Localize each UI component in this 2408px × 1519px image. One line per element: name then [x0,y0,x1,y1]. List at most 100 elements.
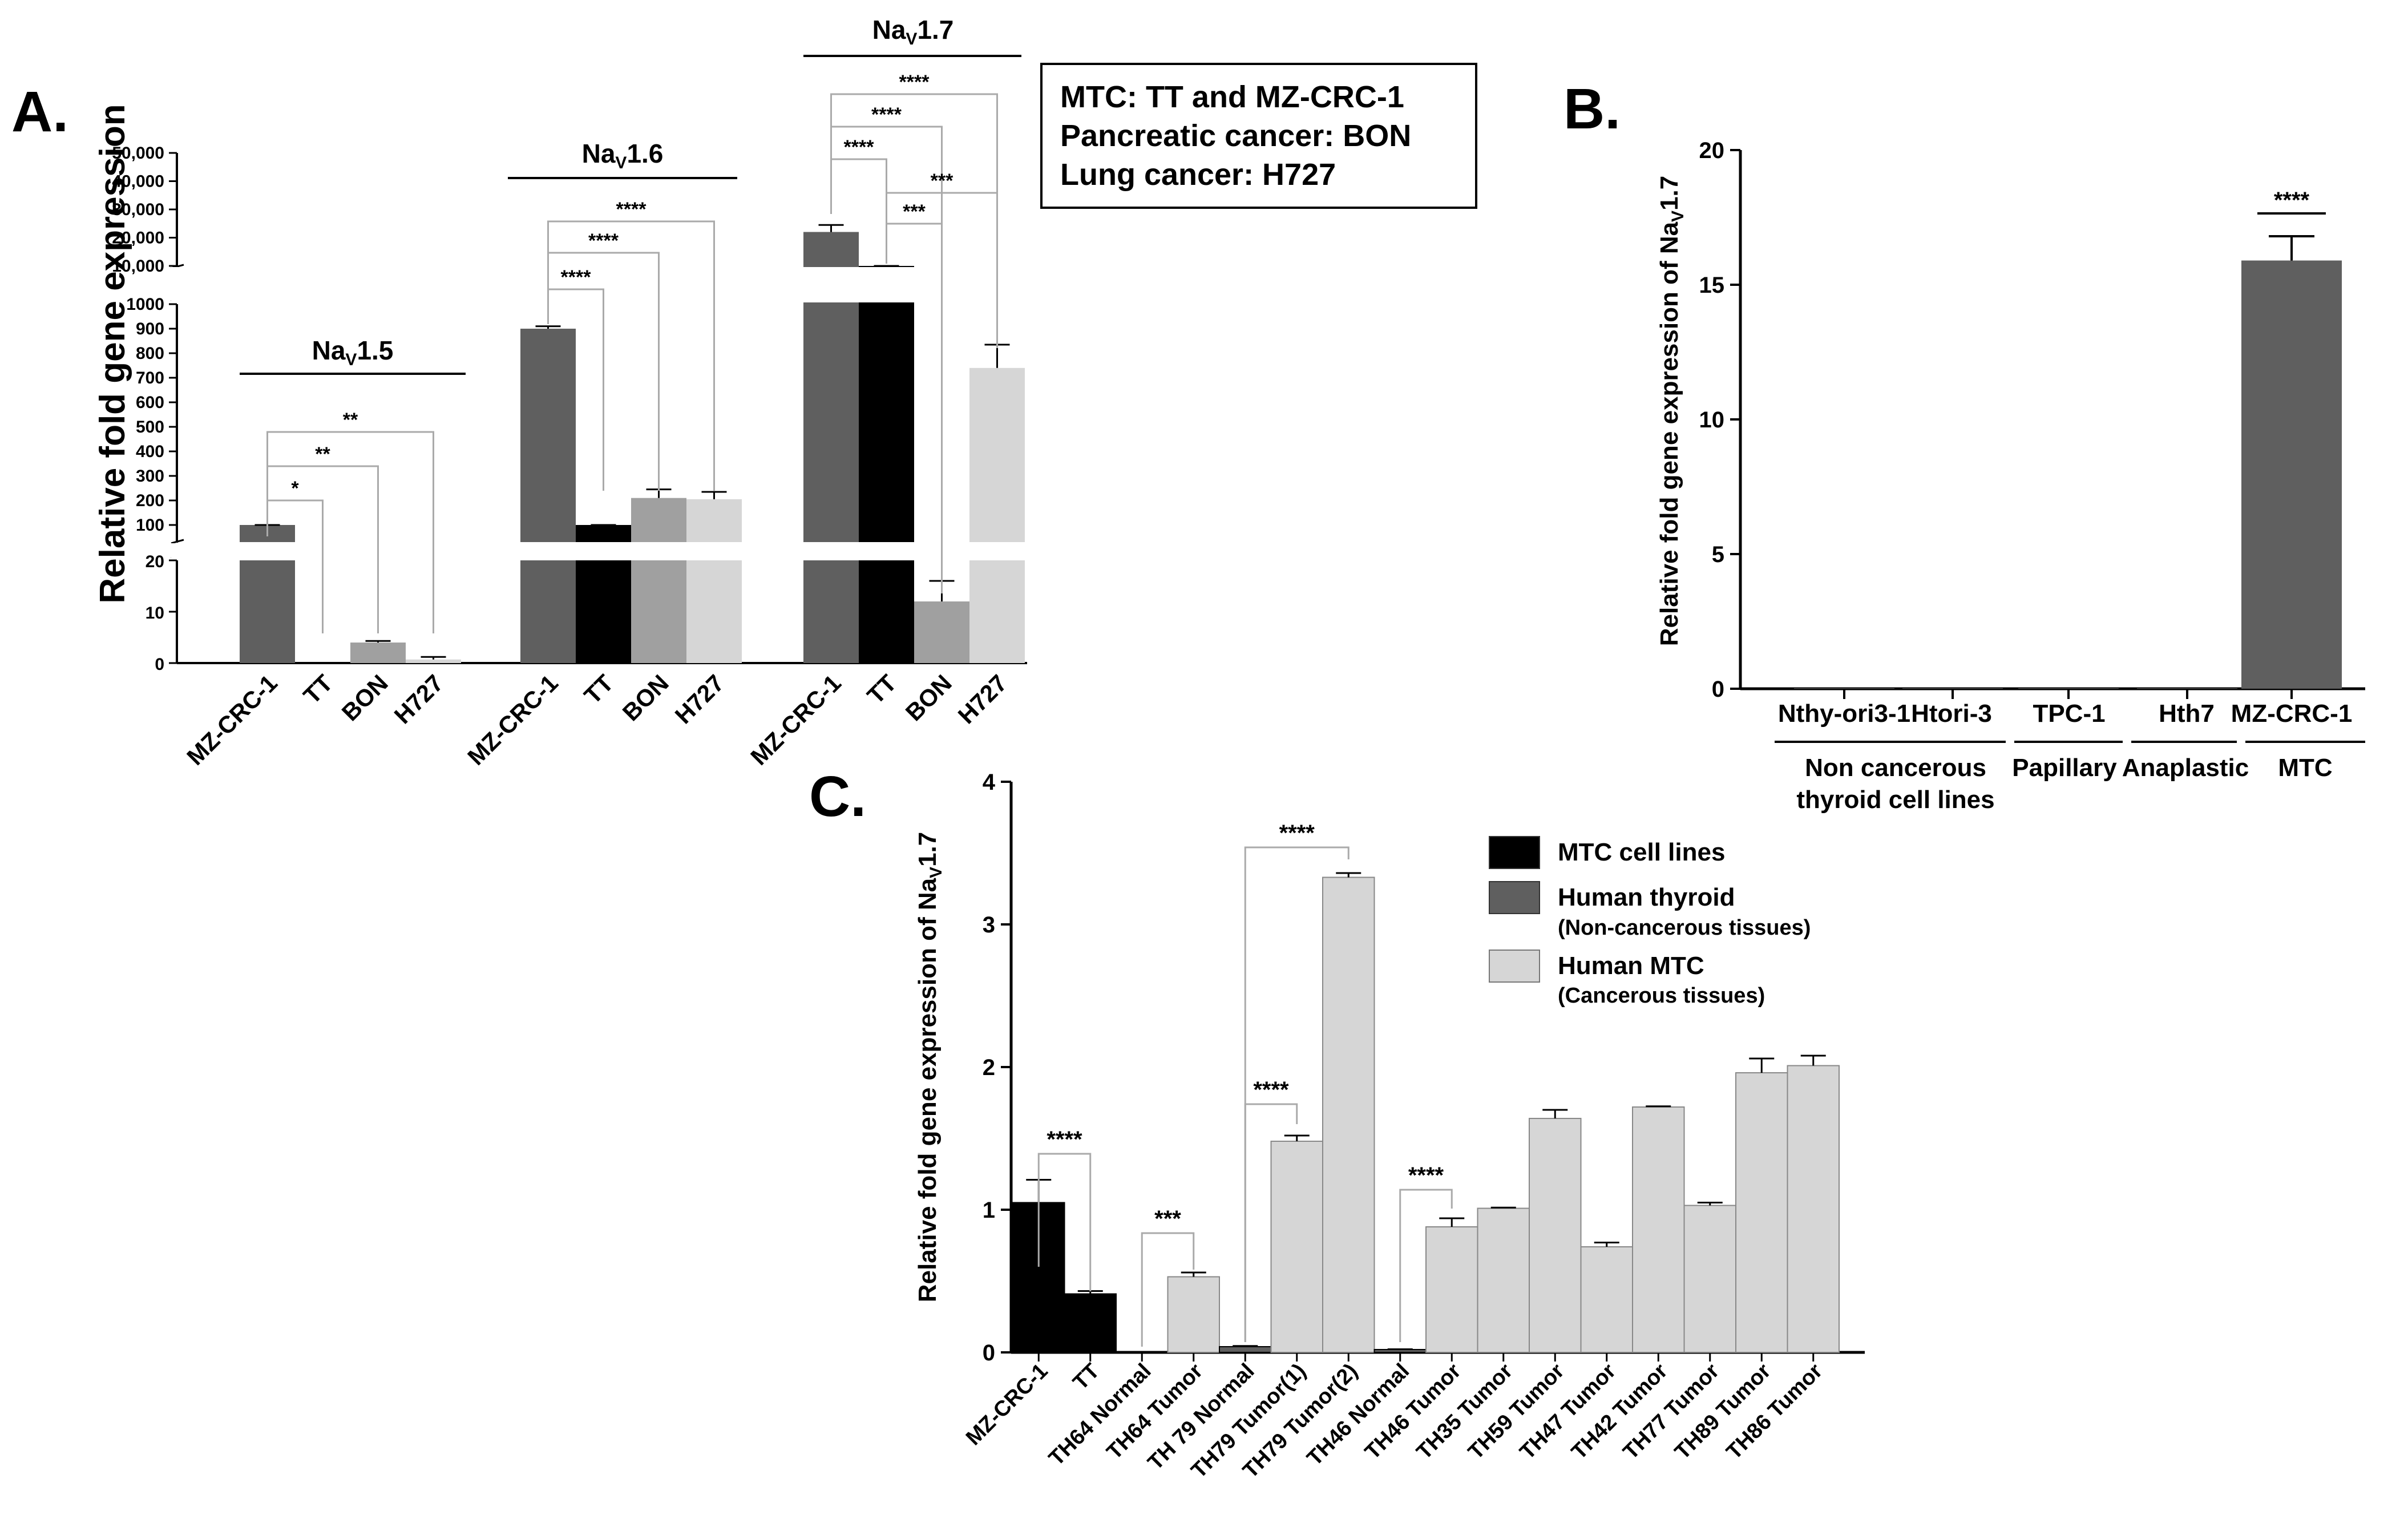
a-sig-label: **** [561,266,592,288]
panel-c-bars [1012,872,1840,1354]
c-tick-label: 3 [983,912,995,938]
legend-swatch-mtc-lines [1489,836,1540,869]
legend-human-mtc: Human MTC [1558,952,1704,980]
a-bar-nav1-6-bon-low [631,560,686,663]
c-bar-th79-tumor-2 [1322,876,1375,1353]
info-box [1040,63,1477,209]
a-bar-nav1-7-mz-crc-1-mid [803,304,859,542]
a-sig-label: *** [931,170,953,192]
a-tick-label: 200 [136,491,164,510]
a-tick-label: 0 [155,655,164,674]
a-tick-label: 30,000 [112,200,164,219]
panel-a-y-title: Relative fold gene expression [93,104,132,603]
b-bar-htori-3 [1902,688,2003,689]
b-x-label-htori-3: Htori-3 [1911,700,1992,728]
nav15-title: NaV1.5 [312,336,394,369]
c-x-label-tt: TT [1069,1359,1105,1395]
c-sig-label: **** [1279,821,1315,846]
a-bar-nav1-6-mz-crc-1-low [520,560,576,663]
panel-a-label: A. [11,80,68,144]
c-bar-th64-tumor [1167,1276,1220,1353]
a-sig-label: **** [871,104,902,126]
b-tick-label: 15 [1699,273,1725,298]
a-tick-label: 400 [136,442,164,461]
b-x-label-nthy-ori3-1: Nthy-ori3-1 [1778,700,1910,728]
a-x-label-bon: BON [617,669,674,726]
a-bar-nav1-7-h727-low [969,560,1025,663]
legend-human-thyroid: Human thyroid [1558,883,1735,911]
b-bar-hth7 [2137,688,2237,689]
a-sig-label: **** [844,136,875,158]
c-tick-label: 0 [983,1340,995,1366]
a-bar-nav1-5-bon [350,643,406,663]
nav16-title: NaV1.6 [582,139,664,172]
c-sig-label: **** [1047,1127,1082,1152]
panel-b-y-title: Relative fold gene expression of NaV1.7 [1655,176,1687,647]
a-sig-bracket [886,192,998,348]
c-bar-th64-normal [1116,1352,1169,1354]
b-x-label-hth7: Hth7 [2159,700,2215,728]
legend-swatch-human-mtc [1489,950,1540,983]
a-bar-nav1-7-h727 [969,367,1025,542]
a-x-label-bon: BON [900,669,957,726]
c-sig-bracket [1141,1232,1195,1347]
a-bar-nav1-7-tt-low [859,560,914,663]
a-axis-break-low [171,543,1027,559]
a-bar-nav1-6-bon [631,498,686,542]
a-x-label-h727: H727 [670,669,729,729]
c-bar-th59-tumor [1529,1118,1582,1353]
a-bar-nav1-5-h727 [406,659,461,663]
a-bar-nav1-6-mz-crc-1 [520,329,576,542]
panel-a-y-ticks: 50,00040,00030,00020,00010,0001000900800… [112,144,177,674]
legend-mtc-lines: MTC cell lines [1558,838,1725,866]
panel-c-significance: ******************* [1037,821,1453,1347]
a-sig-label: **** [616,199,647,220]
c-bar-tt [1064,1293,1117,1353]
c-tick-label: 2 [983,1055,995,1080]
b-category-label: Non cancerous [1805,754,1986,782]
a-sig-label: * [291,478,299,499]
c-sig-label: **** [1408,1163,1444,1188]
a-sig-label: ** [315,443,330,465]
c-bar-th89-tumor [1735,1072,1788,1353]
b-category-label: thyroid cell lines [1796,786,1994,814]
c-bar-th79-tumor-1 [1270,1141,1323,1353]
a-tick-label: 50,000 [112,144,164,163]
a-bar-nav1-7-mz-crc-1-top [803,232,859,266]
nav17-title: NaV1.7 [872,15,954,49]
legend-swatch-human-thyroid [1489,881,1540,914]
c-bar-th46-tumor [1425,1226,1478,1353]
a-sig-bracket [266,431,434,633]
a-tick-label: 100 [136,516,164,535]
c-bar-th-79-normal [1219,1346,1272,1353]
a-x-label-tt: TT [862,669,902,709]
a-tick-label: 10,000 [112,257,164,276]
c-bar-th42-tumor [1632,1106,1685,1353]
info-line-2: Pancreatic cancer: BON [1060,119,1411,153]
b-x-label-tpc-1: TPC-1 [2033,700,2105,728]
a-bar-nav1-6-tt-low [576,560,631,663]
a-tick-label: 1000 [126,295,164,314]
b-bar-nthy-ori3-1 [1794,688,1894,689]
a-sig-label: ** [343,409,358,431]
legend-human-thyroid-sub: (Non-cancerous tissues) [1558,916,1811,940]
info-line-1: MTC: TT and MZ-CRC-1 [1060,80,1404,114]
a-tick-label: 20,000 [112,229,164,248]
a-sig-label: **** [588,230,619,252]
a-x-label-mz-crc-1: MZ-CRC-1 [181,669,282,770]
b-category-label: Anaplastic [2122,754,2249,782]
a-sig-label: **** [899,71,930,93]
b-tick-label: 5 [1712,542,1724,567]
a-tick-label: 300 [136,467,164,486]
c-bar-th77-tumor [1683,1205,1736,1353]
c-x-label-mz-crc-1: MZ-CRC-1 [961,1359,1053,1451]
a-bar-nav1-7-tt-mid [859,304,914,542]
a-tick-label: 500 [136,418,164,437]
c-sig-label: **** [1253,1077,1289,1102]
b-bar-tpc-1 [2018,688,2119,689]
panel-b-label: B. [1563,77,1621,141]
info-line-3: Lung cancer: H727 [1060,157,1336,192]
panel-a-significance: *********************************** [266,71,998,633]
a-tick-label: 10 [146,604,164,623]
